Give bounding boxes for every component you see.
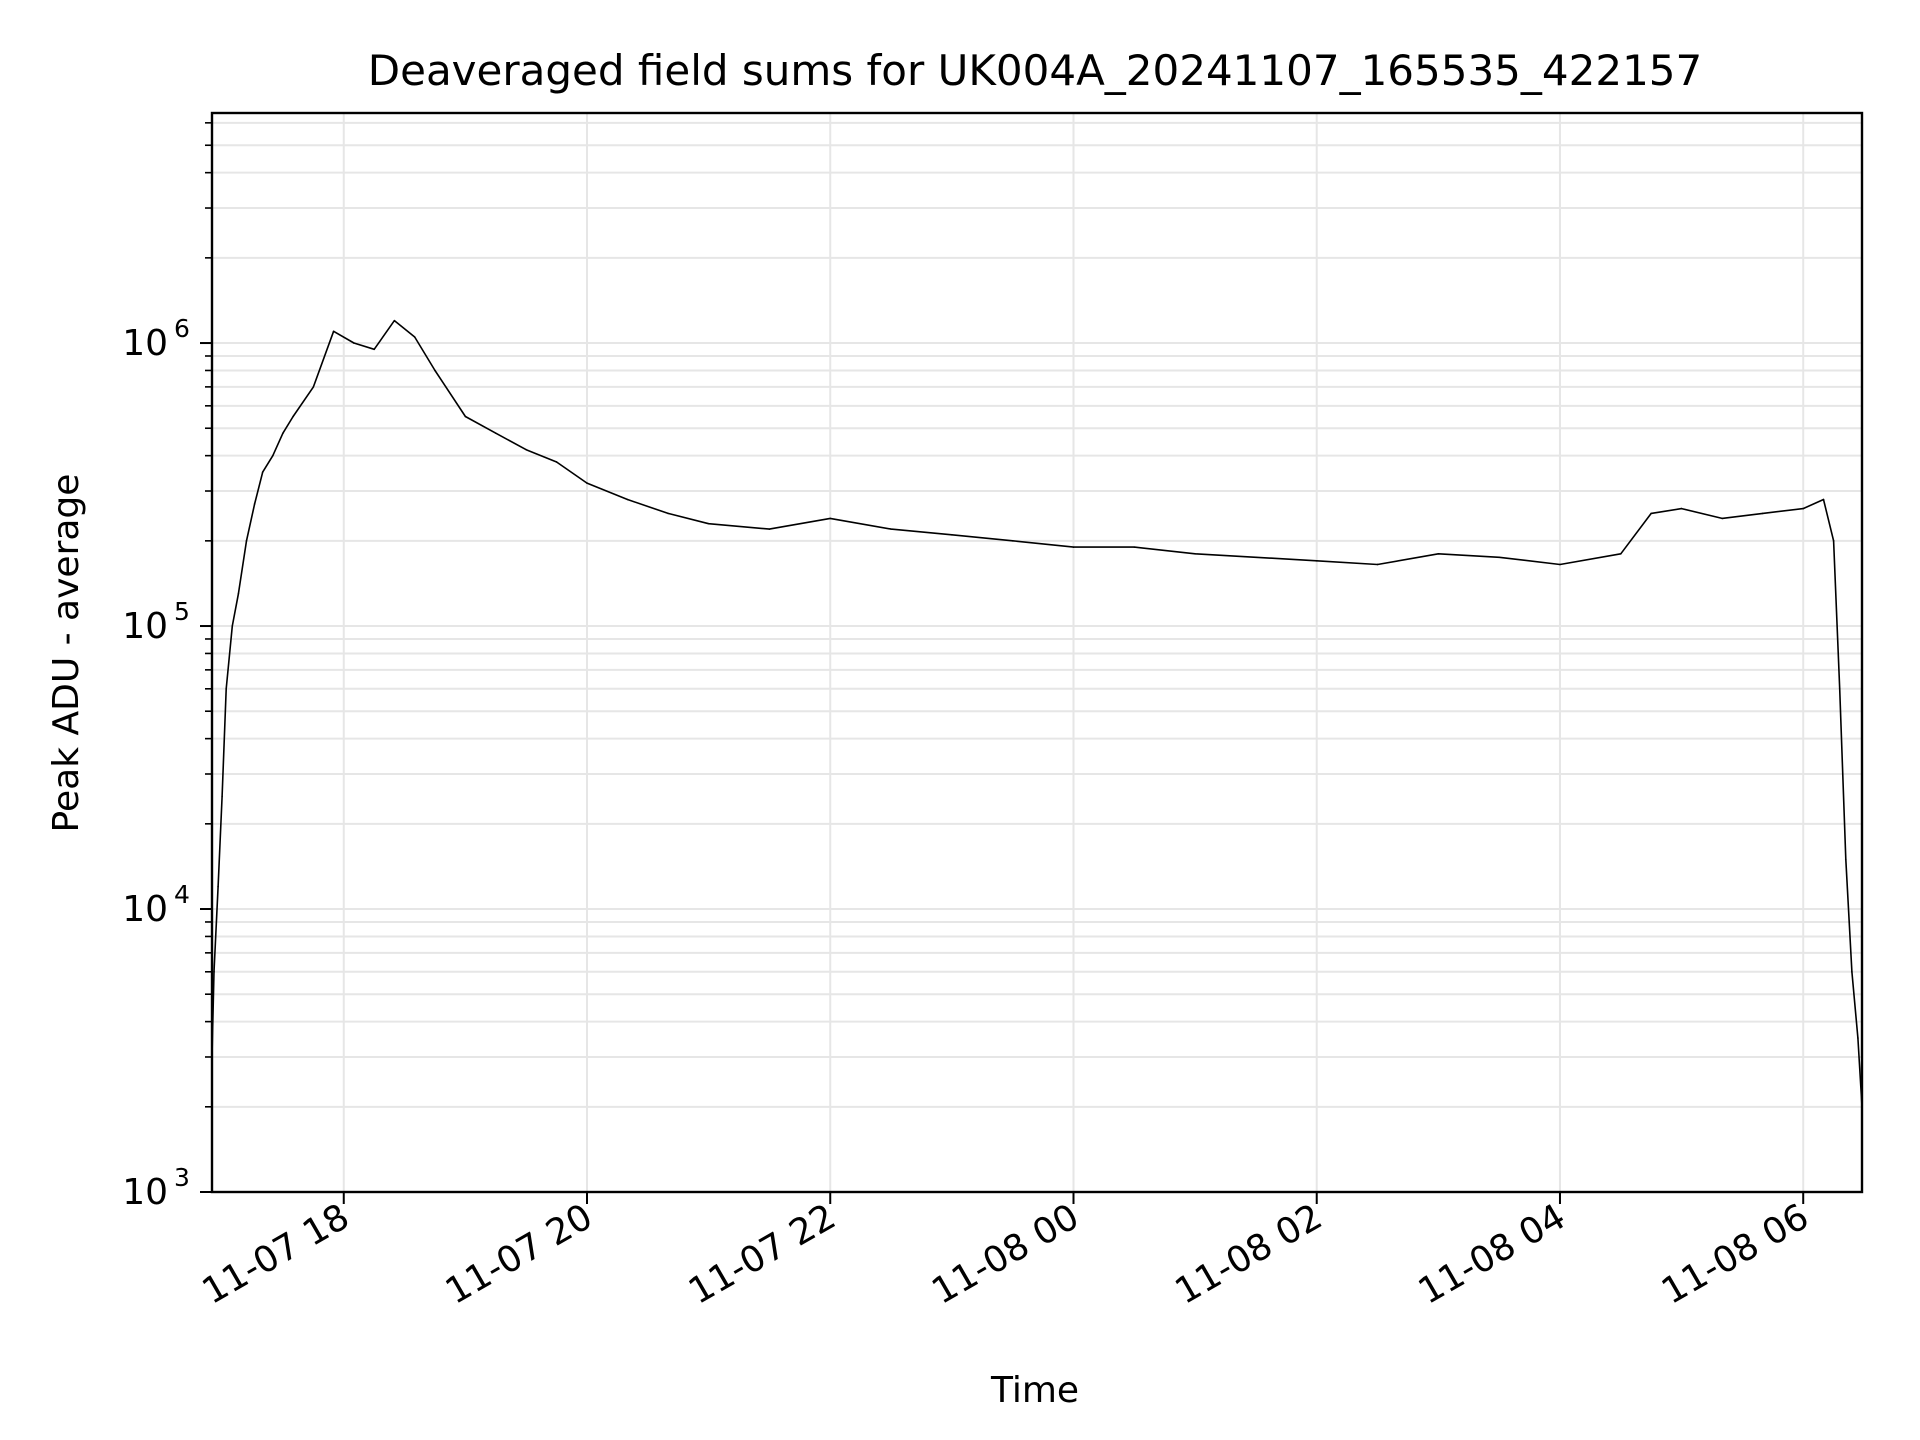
data-point [1802,507,1805,510]
plot-frame [210,111,1864,1194]
y-tick-label: 10 [122,889,168,930]
data-point [1498,556,1500,559]
data-point [707,522,710,525]
y-tick-exponent: 4 [174,880,190,909]
data-point [1761,512,1764,515]
x-axis-label: Time [990,1370,1079,1411]
data-point [253,503,256,505]
data-point [237,592,240,595]
data-point [1851,970,1853,973]
data-point [217,885,219,888]
data-point [213,970,215,973]
data-point [464,415,467,418]
data-point [1255,556,1257,559]
y-tick-exponent: 5 [174,597,190,626]
y-tick-label: 10 [122,1172,168,1213]
data-point [413,336,416,338]
data-point [1822,498,1825,501]
data-point [1315,560,1318,562]
data-point [1832,540,1835,542]
data-point [951,534,953,536]
data-point [1072,546,1075,548]
data-point [231,625,234,627]
data-point [829,517,832,520]
chart-title: Deaveraged field sums for UK004A_2024110… [368,46,1702,95]
data-point [261,471,264,473]
y-tick-exponent: 3 [174,1163,190,1192]
data-point [1680,507,1683,510]
y-tick-label: 10 [122,323,168,364]
data-point [434,369,436,372]
data-point [555,461,558,463]
data-point [1559,563,1561,566]
y-tick-exponent: 6 [174,314,190,343]
data-point [890,528,892,530]
data-point [1721,517,1723,520]
data-point [1844,858,1847,860]
data-point [393,319,396,322]
data-point [1619,552,1622,555]
data-point [1133,546,1136,548]
data-point [225,688,227,690]
data-point [525,448,527,451]
series-layer [211,319,1863,1108]
y-axis-label: Peak ADU - average [46,474,87,833]
data-point [667,512,669,515]
data-point [282,432,284,435]
data-point [1011,540,1014,542]
data-point [245,540,248,542]
data-point [626,498,629,501]
data-point [586,482,588,484]
data-point [1650,512,1652,515]
data-point [353,342,355,344]
data-point [1376,563,1379,566]
data-point [373,348,375,351]
data-point [332,330,335,333]
data-point [1857,1037,1859,1039]
data-point [1194,552,1196,555]
y-tick-label: 10 [122,606,168,647]
data-point [1437,552,1440,555]
data-point [768,528,771,530]
data-point [272,454,274,457]
grid-layer [212,113,1862,1193]
data-point [1838,688,1841,690]
data-point [494,432,497,435]
data-point [312,386,315,388]
data-point [221,795,223,798]
data-point [292,415,294,418]
